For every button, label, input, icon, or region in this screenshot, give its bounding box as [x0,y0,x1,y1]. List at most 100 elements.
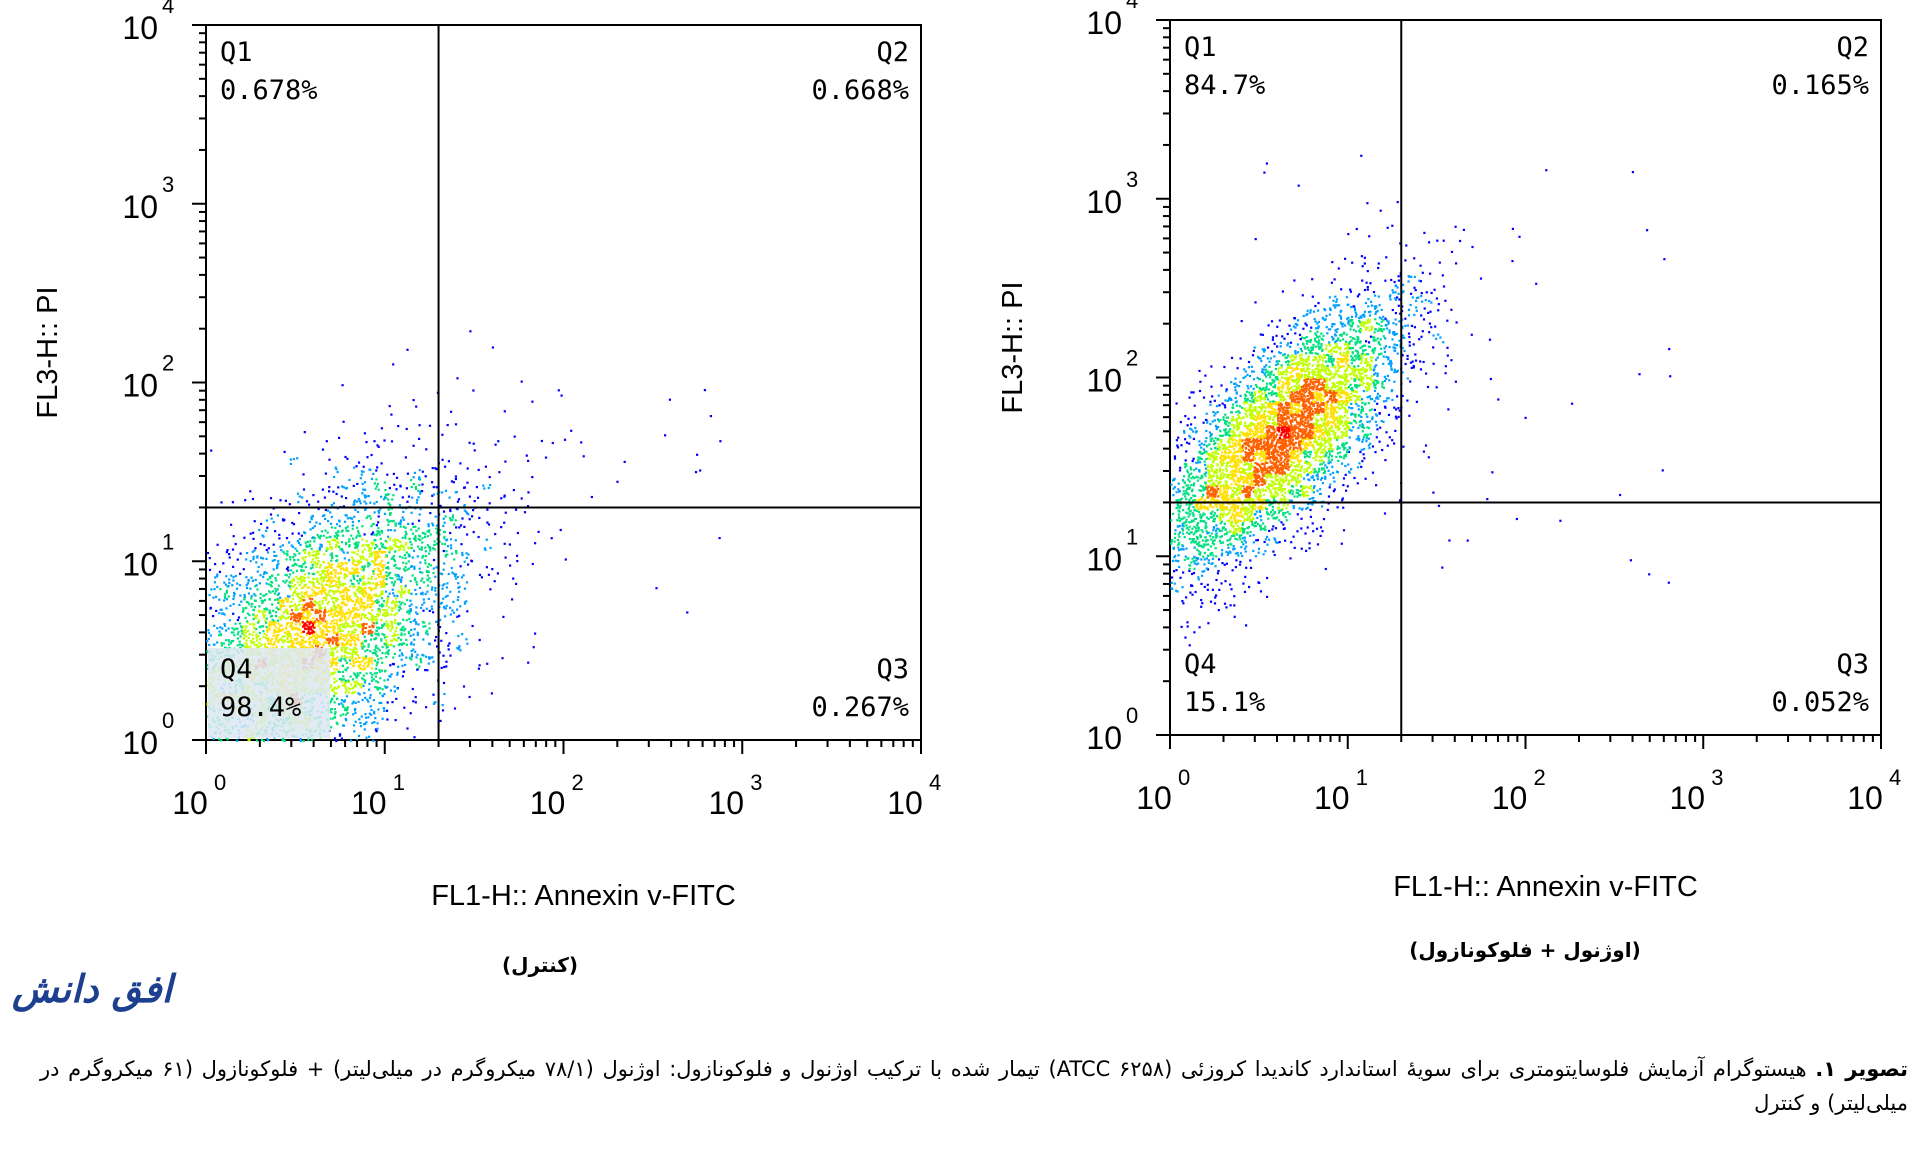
data-point [272,543,275,546]
data-point [1260,449,1263,452]
data-point [320,576,323,579]
data-point [365,721,368,724]
data-point [381,543,385,546]
data-point [314,594,317,597]
data-point [338,612,341,615]
data-point [1302,403,1305,406]
data-point [311,558,315,561]
data-point [374,600,377,603]
data-point [245,639,248,642]
data-point [221,612,224,615]
data-point [276,567,279,570]
data-point [445,586,448,589]
data-point [335,536,338,539]
data-point [1270,403,1273,406]
data-point [295,605,298,608]
data-point [368,660,371,663]
data-point [384,489,387,492]
quadrant-name-q1: Q1 [220,37,253,68]
data-point [410,653,414,656]
data-point [482,484,485,487]
data-point [350,636,353,639]
data-point [396,578,399,581]
data-point [368,514,371,518]
data-point [338,566,341,569]
data-point [1201,539,1204,542]
data-point [318,622,321,625]
data-point [418,548,421,551]
data-point [308,597,311,600]
data-point [355,675,358,678]
data-point [342,675,345,678]
data-point [380,575,383,579]
data-point [237,616,241,619]
data-point [465,556,468,559]
data-point [465,581,469,584]
data-point [351,687,354,690]
data-point [360,592,363,595]
data-point [341,384,344,387]
data-point [323,636,326,639]
data-point [324,583,327,586]
data-point [360,470,363,473]
data-point [399,519,403,522]
data-point [341,684,344,687]
data-point [381,580,384,583]
data-point [358,499,361,502]
data-point [385,620,388,623]
data-point [335,739,338,743]
data-point [254,578,257,582]
data-point [314,591,317,594]
data-point [354,508,357,511]
data-point [332,600,335,603]
data-point [393,580,397,583]
data-point [329,622,332,625]
data-point [395,697,398,700]
data-point [467,563,470,566]
data-point [275,590,278,593]
data-point [374,556,377,559]
data-point [251,602,254,606]
data-point [333,632,336,635]
data-point [331,659,334,662]
data-point [407,630,411,633]
data-point [316,556,320,560]
data-point [374,559,377,562]
data-point [263,614,266,617]
data-point [516,531,519,535]
data-point [332,660,335,663]
data-point [381,559,384,562]
data-point [380,597,384,600]
data-point [359,606,362,609]
data-point [333,606,336,609]
data-point [456,575,459,579]
data-point [375,730,378,733]
data-point [301,595,304,598]
data-point [332,502,335,505]
data-point [441,709,445,712]
data-point [418,535,422,538]
data-point [304,566,307,569]
data-point [358,590,361,593]
data-point [339,590,342,593]
data-point [342,420,345,423]
data-point [326,509,330,512]
data-point [334,466,337,469]
data-point [370,542,373,545]
data-point [273,592,277,595]
data-point [305,545,308,548]
data-point [292,523,296,526]
data-point [340,680,343,683]
data-point [415,405,418,408]
data-point [413,471,416,474]
data-point [382,613,385,616]
data-point [450,566,453,570]
data-point [359,725,363,728]
data-point [373,551,376,554]
data-point [335,615,338,618]
data-point [263,571,266,574]
data-point [357,734,361,737]
data-point [353,572,356,575]
data-point [371,662,374,665]
data-point [329,522,333,525]
